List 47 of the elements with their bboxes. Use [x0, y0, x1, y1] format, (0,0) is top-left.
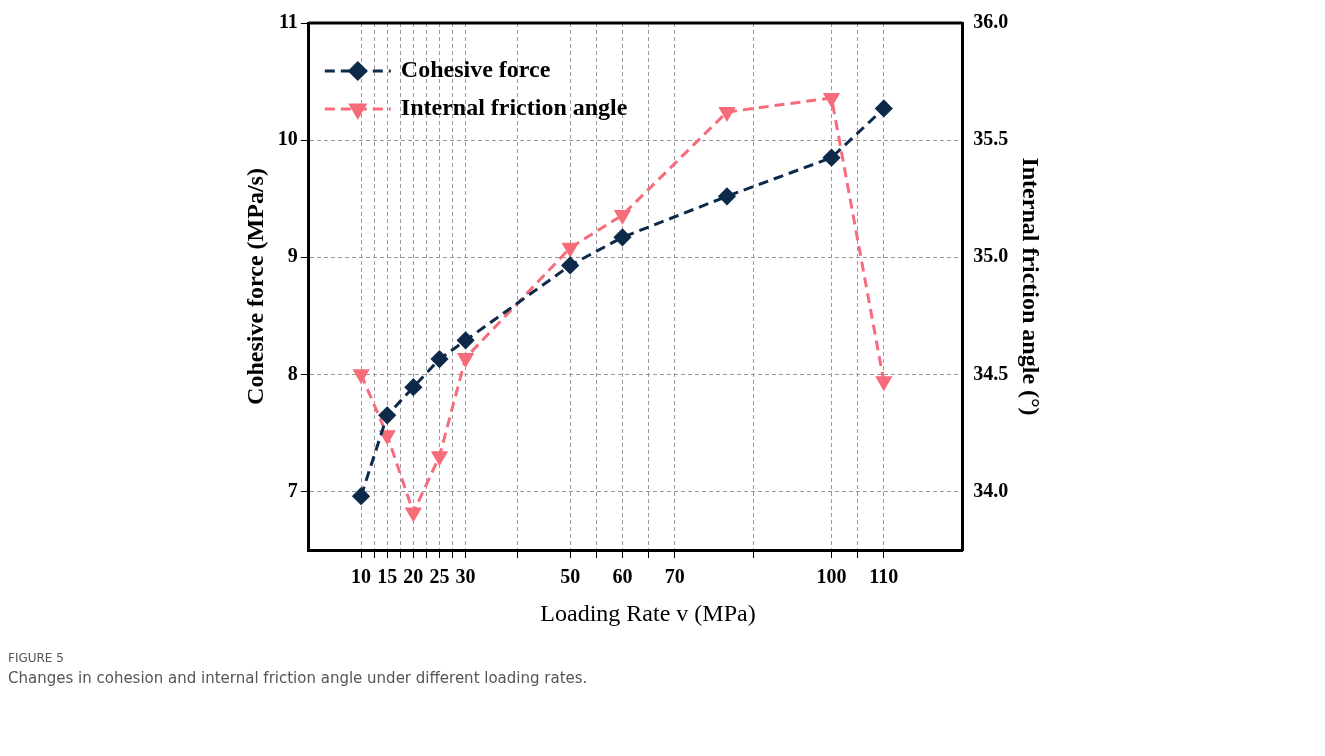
text: Changes in cohesion and internal friction angle under different loading rates. — [8, 669, 589, 687]
x-tick-label: 20 — [403, 565, 424, 588]
point — [562, 242, 578, 257]
y-tick-label: 10 — [277, 127, 298, 150]
point — [875, 99, 893, 117]
point — [458, 352, 474, 367]
y2-tick-label: 34.0 — [973, 478, 1009, 501]
y2-tick-label: 35.5 — [973, 127, 1009, 150]
point — [353, 369, 369, 383]
x-axis-title: Loading Rate v (MPa) — [540, 600, 756, 626]
x-tick-label: 15 — [377, 565, 398, 588]
caption: FIGURE 5 — [8, 651, 65, 665]
y2-tick-label: 34.5 — [973, 361, 1009, 384]
y-tick-label: 9 — [287, 244, 298, 267]
x-tick-label: 25 — [429, 565, 450, 588]
x-tick-label: 60 — [612, 565, 633, 588]
point — [561, 256, 579, 274]
legend-label: Internal friction angle — [400, 94, 628, 121]
point — [405, 507, 421, 522]
point — [431, 451, 448, 465]
point — [719, 107, 735, 121]
point — [613, 228, 631, 246]
point — [404, 378, 422, 396]
y2-tick-label: 35.0 — [973, 244, 1009, 267]
y-axis-title: Cohesive force (MPa/s) — [241, 168, 268, 405]
x-tick-label: 10 — [351, 565, 372, 588]
point — [876, 376, 892, 390]
x-tick-label: 110 — [869, 565, 899, 588]
y2-tick-label: 36.0 — [973, 10, 1009, 33]
y-tick-label: 7 — [287, 478, 298, 501]
x-tick-label: 70 — [664, 565, 685, 588]
point — [457, 331, 475, 349]
point — [823, 149, 841, 167]
legend-label: Cohesive force — [400, 56, 551, 83]
point — [430, 350, 448, 368]
x-tick-label: 50 — [560, 565, 581, 588]
point — [352, 487, 370, 505]
x-tick-label: 100 — [816, 565, 847, 588]
point — [614, 210, 630, 224]
point — [378, 406, 396, 424]
x-tick-label: 30 — [455, 565, 476, 588]
y-tick-label: 8 — [287, 361, 298, 384]
y-tick-label: 11 — [278, 10, 298, 33]
point — [718, 187, 736, 205]
point — [823, 92, 840, 107]
point — [379, 430, 395, 444]
y2-axis-title: Internal friction angle (°) — [1018, 157, 1045, 416]
